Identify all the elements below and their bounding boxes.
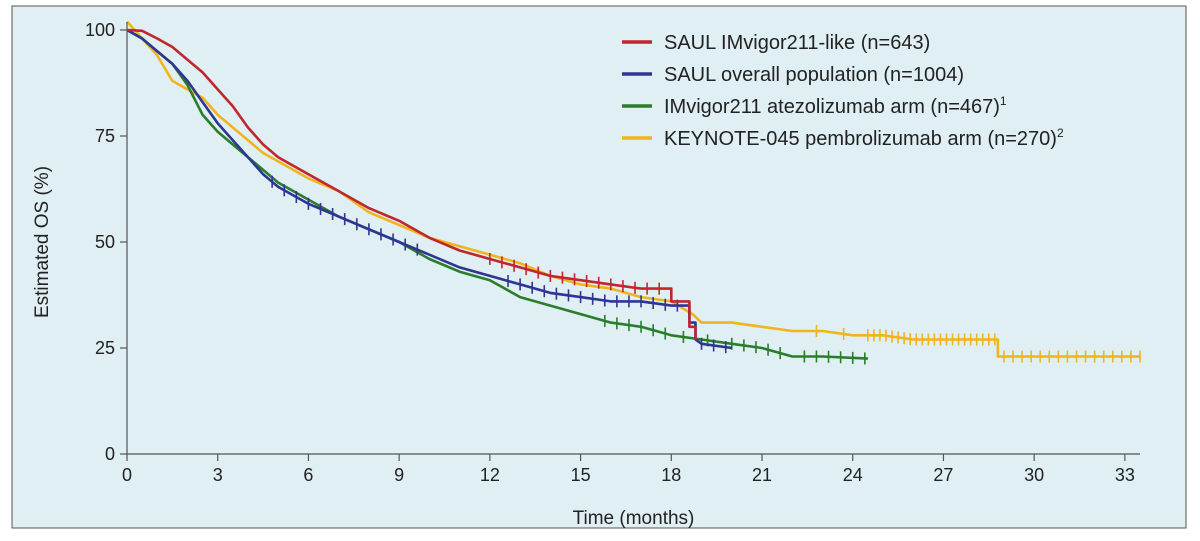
x-tick-label: 0 [122,465,132,485]
x-tick-label: 21 [752,465,772,485]
x-tick-label: 24 [843,465,863,485]
plot-area [126,20,1141,365]
legend: SAUL IMvigor211-like (n=643) SAUL overall… [622,32,1064,150]
legend-item: KEYNOTE-045 pembrolizumab arm (n=270)2 [622,126,1064,150]
x-tick-label: 27 [933,465,953,485]
x-axis-label: Time (months) [573,508,695,529]
legend-label: SAUL IMvigor211-like (n=643) [664,32,930,54]
series-1-group [126,28,697,340]
x-tick-label: 9 [394,465,404,485]
legend-item: SAUL overall population (n=1004) [622,64,964,86]
legend-item: IMvigor211 atezolizumab arm (n=467)1 [622,94,1007,118]
x-tick-label: 33 [1115,465,1135,485]
legend-superscript: 1 [1000,94,1007,108]
legend-label: KEYNOTE-045 pembrolizumab arm (n=270)2 [664,126,1064,150]
x-tick-label: 12 [480,465,500,485]
y-tick-label: 0 [105,444,115,464]
y-tick-label: 50 [95,232,115,252]
series-4-line [126,20,1140,358]
x-tick-label: 15 [571,465,591,485]
y-tick-label: 75 [95,126,115,146]
x-tick-label: 18 [661,465,681,485]
legend-label: SAUL overall population (n=1004) [664,64,964,86]
x-tick-label: 3 [213,465,223,485]
y-axis-label: Estimated OS (%) [32,166,53,318]
y-tick-label: 100 [85,20,115,40]
x-tick-label: 30 [1024,465,1044,485]
y-tick-label: 25 [95,338,115,358]
legend-label: IMvigor211 atezolizumab arm (n=467)1 [664,94,1007,118]
legend-superscript: 2 [1057,126,1064,140]
series-1-line [126,28,697,340]
series-4-group [126,20,1141,363]
legend-item: SAUL IMvigor211-like (n=643) [622,32,930,54]
x-tick-label: 6 [303,465,313,485]
chart-panel [11,5,1187,529]
